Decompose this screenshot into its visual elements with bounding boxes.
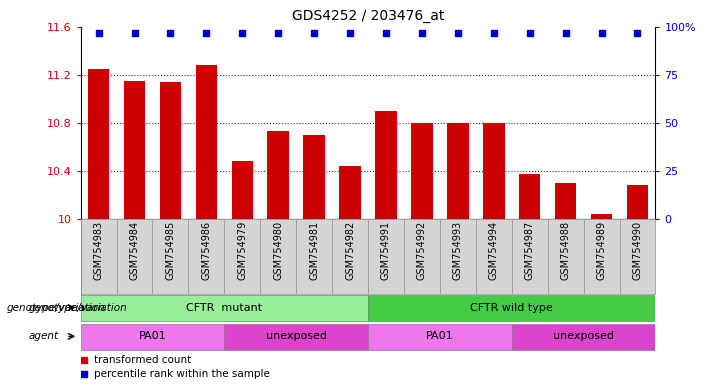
Bar <box>483 123 505 219</box>
Point <box>273 30 284 36</box>
Point <box>308 30 320 36</box>
Text: PA01: PA01 <box>426 331 454 341</box>
Text: CFTR  mutant: CFTR mutant <box>186 303 262 313</box>
Text: GSM754980: GSM754980 <box>273 221 283 280</box>
Bar <box>368 295 655 321</box>
Text: GSM754982: GSM754982 <box>345 221 355 280</box>
Point <box>560 30 571 36</box>
Bar <box>555 183 576 219</box>
Text: GSM754992: GSM754992 <box>417 221 427 280</box>
Point <box>596 30 607 36</box>
Bar <box>268 131 289 219</box>
Text: CFTR wild type: CFTR wild type <box>470 303 553 313</box>
Bar <box>591 214 613 219</box>
Text: genotype/variation: genotype/variation <box>6 303 105 313</box>
Point <box>237 30 248 36</box>
Text: GSM754984: GSM754984 <box>130 221 139 280</box>
Bar <box>304 135 325 219</box>
Point <box>165 30 176 36</box>
Bar <box>124 81 145 219</box>
Text: GSM754990: GSM754990 <box>632 221 643 280</box>
Bar <box>81 295 368 321</box>
Text: percentile rank within the sample: percentile rank within the sample <box>95 369 271 379</box>
Bar <box>231 161 253 219</box>
Point <box>381 30 392 36</box>
Bar <box>512 324 655 350</box>
Bar <box>224 324 368 350</box>
Text: GSM754983: GSM754983 <box>93 221 104 280</box>
Point <box>416 30 428 36</box>
Title: GDS4252 / 203476_at: GDS4252 / 203476_at <box>292 9 444 23</box>
Text: transformed count: transformed count <box>95 356 191 366</box>
Bar <box>196 65 217 219</box>
Text: agent: agent <box>28 331 58 341</box>
Text: GSM754985: GSM754985 <box>165 221 175 280</box>
Bar <box>447 123 468 219</box>
Text: GSM754981: GSM754981 <box>309 221 319 280</box>
Text: GSM754989: GSM754989 <box>597 221 606 280</box>
Text: unexposed: unexposed <box>553 331 614 341</box>
Text: GSM754994: GSM754994 <box>489 221 499 280</box>
Bar <box>160 82 181 219</box>
Bar <box>339 166 361 219</box>
Bar <box>411 123 433 219</box>
Text: genotype/variation: genotype/variation <box>28 303 127 313</box>
Text: GSM754979: GSM754979 <box>237 221 247 280</box>
Text: unexposed: unexposed <box>266 331 327 341</box>
Text: GSM754986: GSM754986 <box>201 221 212 280</box>
Text: GSM754991: GSM754991 <box>381 221 391 280</box>
Text: GSM754993: GSM754993 <box>453 221 463 280</box>
Bar <box>627 185 648 219</box>
Text: GSM754988: GSM754988 <box>561 221 571 280</box>
Bar <box>519 174 540 219</box>
Point <box>488 30 499 36</box>
Bar <box>88 69 109 219</box>
Text: GSM754987: GSM754987 <box>524 221 535 280</box>
Point <box>632 30 643 36</box>
Point <box>93 30 104 36</box>
Bar <box>368 324 512 350</box>
Text: PA01: PA01 <box>139 331 166 341</box>
Point <box>452 30 463 36</box>
Bar <box>81 324 224 350</box>
Point <box>524 30 536 36</box>
Point <box>129 30 140 36</box>
Point <box>200 30 212 36</box>
Point <box>344 30 355 36</box>
Bar <box>375 111 397 219</box>
